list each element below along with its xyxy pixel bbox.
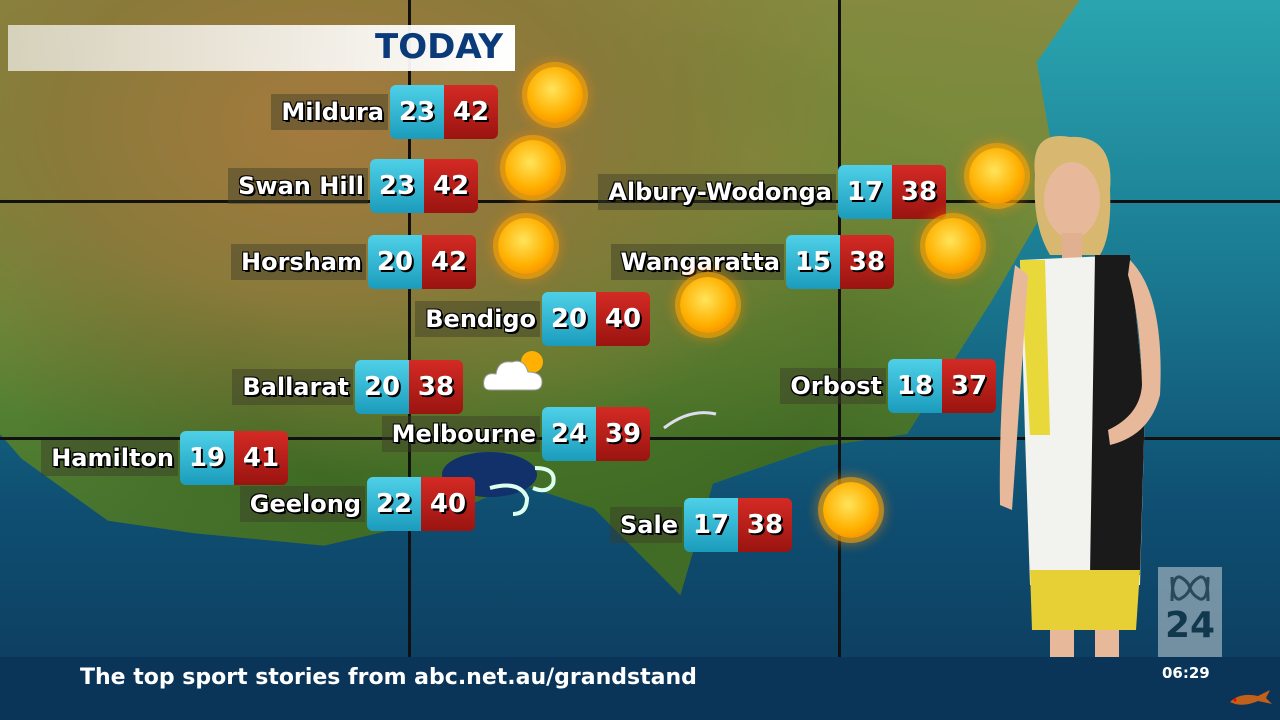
ticker-text: The top sport stories from abc.net.au/gr…	[80, 665, 697, 690]
max-temp: 37	[942, 359, 996, 413]
city-forecast-mildura: Mildura 23 42	[271, 85, 498, 139]
wind-icon	[489, 466, 556, 516]
city-name: Sale	[610, 507, 682, 543]
city-forecast-horsham: Horsham 20 42	[231, 235, 476, 289]
city-name: Mildura	[271, 94, 388, 130]
wind-icon	[663, 411, 717, 430]
sun-icon	[498, 218, 554, 274]
city-name: Albury-Wodonga	[598, 174, 836, 210]
min-temp: 23	[390, 85, 444, 139]
max-temp: 42	[444, 85, 498, 139]
city-name: Melbourne	[381, 416, 540, 452]
min-temp: 17	[838, 165, 892, 219]
city-name: Orbost	[780, 368, 886, 404]
news-ticker: The top sport stories from abc.net.au/gr…	[0, 657, 1280, 720]
max-temp: 38	[892, 165, 946, 219]
min-temp: 22	[367, 477, 421, 531]
max-temp: 38	[409, 360, 463, 414]
min-temp: 18	[888, 359, 942, 413]
max-temp: 41	[234, 431, 288, 485]
min-temp: 20	[355, 360, 409, 414]
city-name: Geelong	[239, 486, 365, 522]
city-name: Wangaratta	[610, 244, 784, 280]
city-forecast-geelong: Geelong 22 40	[239, 477, 475, 531]
presenter	[999, 136, 1161, 660]
sun-icon	[505, 140, 561, 196]
max-temp: 38	[840, 235, 894, 289]
partly-cloudy-icon	[483, 351, 543, 391]
city-forecast-sale: Sale 17 38	[610, 498, 792, 552]
sun-icon	[823, 482, 879, 538]
max-temp: 38	[738, 498, 792, 552]
city-forecast-orbost: Orbost 18 37	[780, 359, 996, 413]
city-name: Ballarat	[232, 369, 353, 405]
city-forecast-wangaratta: Wangaratta 15 38	[610, 235, 894, 289]
max-temp: 42	[422, 235, 476, 289]
max-temp: 42	[424, 159, 478, 213]
city-name: Bendigo	[415, 301, 540, 337]
city-forecast-hamilton: Hamilton 19 41	[41, 431, 288, 485]
min-temp: 19	[180, 431, 234, 485]
sun-icon	[680, 277, 736, 333]
video-wall-seam	[838, 0, 841, 660]
abc-news-24-logo: 24	[1158, 567, 1222, 657]
min-temp: 15	[786, 235, 840, 289]
channel-number: 24	[1164, 605, 1216, 646]
min-temp: 23	[370, 159, 424, 213]
video-wall-seam	[408, 0, 411, 660]
clock: 06:29	[1162, 664, 1210, 682]
city-name: Hamilton	[41, 440, 178, 476]
city-name: Horsham	[231, 244, 366, 280]
video-wall-seam	[0, 200, 1280, 203]
max-temp: 40	[421, 477, 475, 531]
min-temp: 17	[684, 498, 738, 552]
city-forecast-swan-hill: Swan Hill 23 42	[228, 159, 478, 213]
max-temp: 40	[596, 292, 650, 346]
city-forecast-albury-wodonga: Albury-Wodonga 17 38	[598, 165, 946, 219]
title-banner: TODAY	[8, 25, 515, 71]
sun-icon	[925, 218, 981, 274]
page-title: TODAY	[375, 27, 503, 67]
min-temp: 20	[368, 235, 422, 289]
city-forecast-ballarat: Ballarat 20 38	[232, 360, 463, 414]
abc-logo-icon	[1170, 575, 1210, 602]
sun-icon	[527, 67, 583, 123]
max-temp: 39	[596, 407, 650, 461]
min-temp: 20	[542, 292, 596, 346]
city-forecast-bendigo: Bendigo 20 40	[415, 292, 650, 346]
min-temp: 24	[542, 407, 596, 461]
fish-watermark-icon	[1230, 690, 1272, 705]
city-forecast-melbourne: Melbourne 24 39	[381, 407, 650, 461]
sun-icon	[969, 148, 1025, 204]
city-name: Swan Hill	[228, 168, 368, 204]
